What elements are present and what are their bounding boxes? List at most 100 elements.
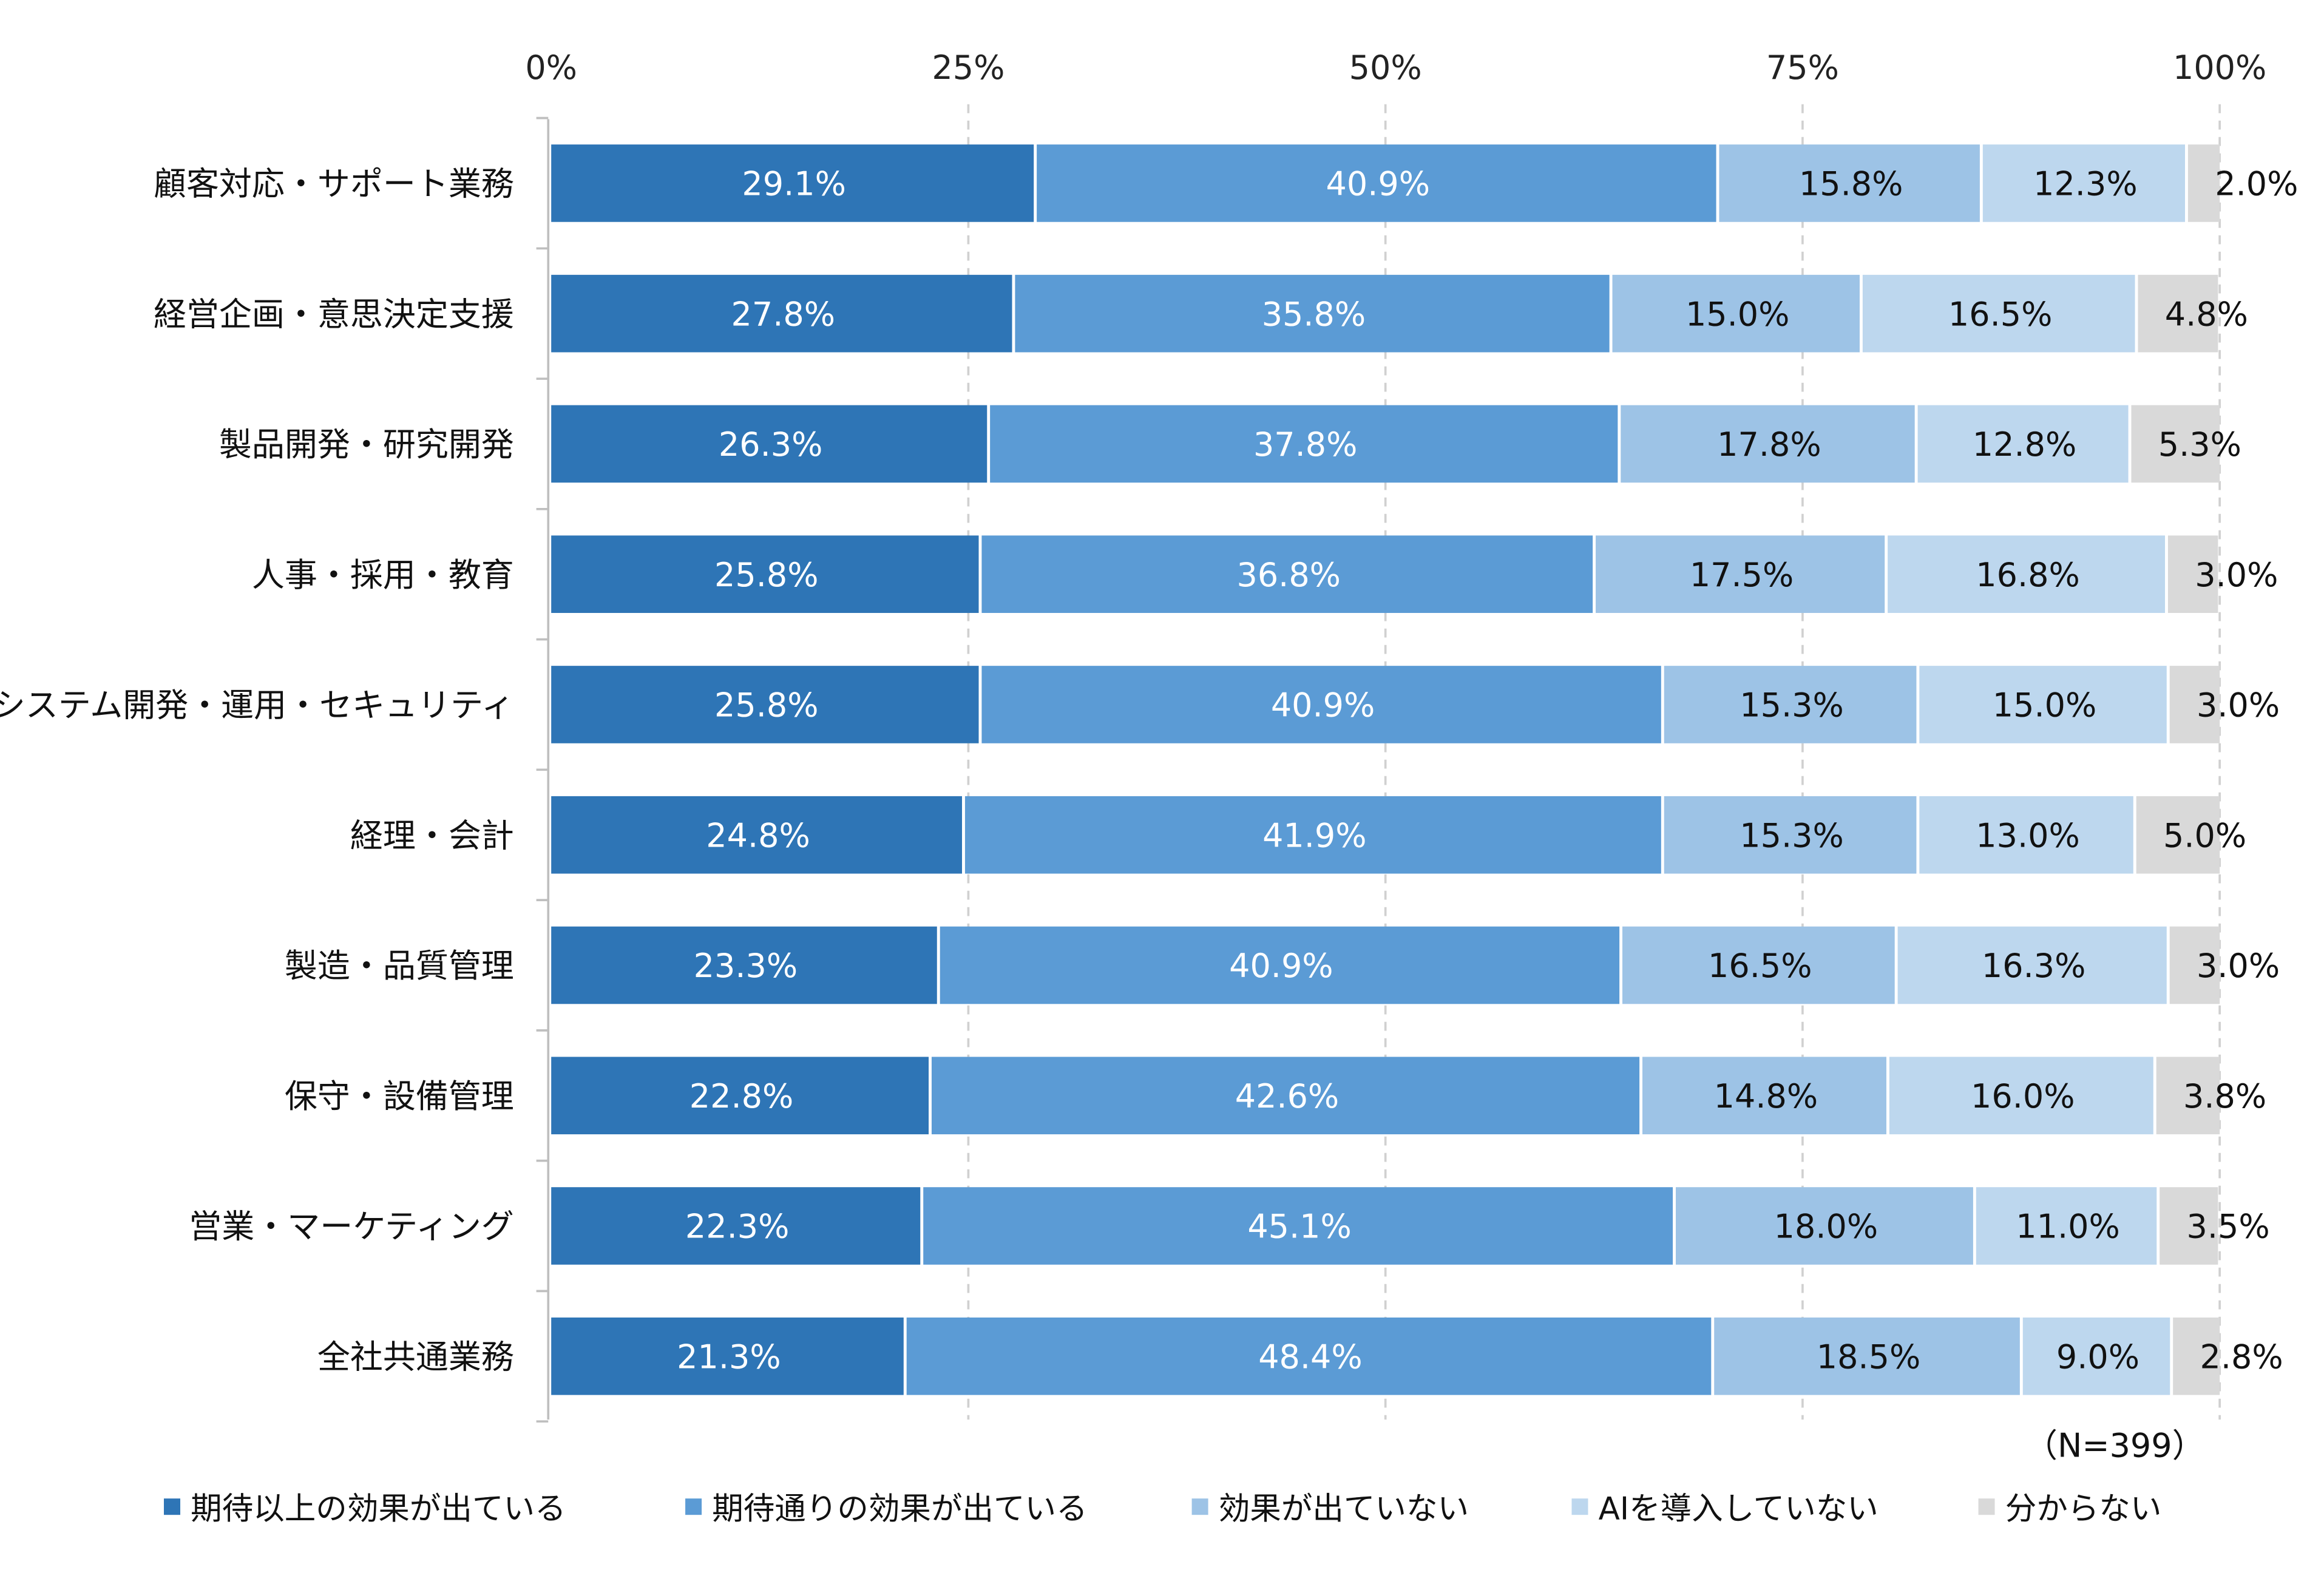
bar-segment (964, 796, 1661, 874)
data-label: 17.5% (1690, 556, 1794, 594)
data-label: 23.3% (694, 947, 798, 985)
data-label: 2.8% (2200, 1338, 2283, 1376)
bar-segment (551, 796, 963, 874)
data-label: 40.9% (1326, 165, 1430, 203)
bar-segment (1037, 144, 1716, 222)
category-label: 人事・採用・教育 (252, 556, 514, 594)
x-tick-label: 25% (932, 49, 1004, 87)
data-label: 3.0% (2195, 556, 2278, 594)
legend-swatch (685, 1498, 702, 1515)
data-label: 16.8% (1976, 556, 2080, 594)
bar-segment (1888, 535, 2166, 614)
bar-segment (940, 926, 1620, 1004)
category-label: 経営企画・意思決定支援 (154, 295, 514, 333)
legend-label: 期待通りの効果が出ている (712, 1491, 1087, 1528)
bar-segment (551, 274, 1012, 353)
data-label: 15.8% (1799, 165, 1903, 203)
data-label: 14.8% (1714, 1077, 1818, 1115)
data-label: 3.8% (2183, 1077, 2266, 1115)
data-label: 22.8% (689, 1077, 794, 1115)
legend-label: 分からない (2005, 1491, 2162, 1528)
data-label: 21.3% (677, 1338, 781, 1376)
data-label: 12.3% (2033, 165, 2138, 203)
legend-swatch (1571, 1498, 1588, 1515)
legend-label: 期待以上の効果が出ている (191, 1491, 566, 1528)
bar-segment (1642, 1057, 1886, 1135)
bar-segment (551, 666, 979, 743)
bar-segment (2169, 666, 2220, 743)
category-label: 経理・会計 (350, 816, 514, 854)
data-label: 5.3% (2158, 425, 2241, 464)
bar-segment (551, 926, 937, 1004)
data-label: 11.0% (2016, 1208, 2119, 1246)
x-axis-ticks: 0% 25% 50% 75% 100% (525, 49, 2266, 87)
sample-size-note: （N=399） (2025, 1426, 2205, 1464)
data-label: 42.6% (1235, 1077, 1339, 1115)
bar-segment (1889, 1057, 2153, 1135)
data-label: 15.0% (1993, 686, 2097, 725)
legend-label: AIを導入していない (1599, 1491, 1879, 1528)
data-label: 12.8% (1973, 425, 2077, 464)
data-label: 45.1% (1247, 1208, 1351, 1246)
data-label: 16.0% (1971, 1077, 2075, 1115)
data-label: 36.8% (1236, 556, 1340, 594)
data-label: 48.4% (1258, 1338, 1363, 1376)
category-label: 全社共通業務 (317, 1338, 514, 1376)
data-label: 15.3% (1740, 686, 1843, 725)
bar-segment (1622, 926, 1895, 1004)
x-tick-label: 75% (1766, 49, 1839, 87)
bar-segment (1612, 274, 1860, 353)
data-label: 18.5% (1817, 1338, 1921, 1376)
data-label: 3.0% (2197, 686, 2280, 725)
legend-swatch (1191, 1498, 1208, 1515)
data-label: 17.8% (1717, 425, 1821, 464)
bar-segment (1664, 796, 1917, 874)
bar-segment (2136, 796, 2220, 874)
data-label: 4.8% (2165, 295, 2248, 333)
data-label: 27.8% (731, 295, 836, 333)
data-label: 35.8% (1262, 295, 1366, 333)
bar-segment (981, 535, 1593, 614)
bar-segment (2131, 405, 2220, 483)
category-label: システム開発・運用・セキュリティ (0, 686, 514, 725)
data-label: 16.3% (1982, 947, 2086, 985)
data-label: 25.8% (714, 686, 818, 725)
bar-segment (981, 666, 1661, 743)
data-label: 9.0% (2056, 1338, 2139, 1376)
data-label: 25.8% (714, 556, 818, 594)
legend-swatch (164, 1498, 181, 1515)
data-label: 22.3% (685, 1208, 790, 1246)
legend: 期待以上の効果が出ている 期待通りの効果が出ている 効果が出ていない AIを導入してい… (164, 1491, 2161, 1528)
data-label: 3.5% (2187, 1208, 2270, 1246)
data-label: 37.8% (1253, 425, 1358, 464)
bar-segment (2138, 274, 2218, 353)
bar-segment (1917, 405, 2129, 483)
bar-segment (551, 1317, 904, 1395)
bar-segment (923, 1187, 1673, 1265)
category-label: 保守・設備管理 (285, 1077, 514, 1115)
category-label: 製品開発・研究開発 (219, 425, 514, 464)
category-label: 顧客対応・サポート業務 (154, 165, 514, 203)
x-tick-label: 50% (1349, 49, 1422, 87)
bar-segment (2187, 144, 2220, 222)
data-label: 16.5% (1708, 947, 1812, 985)
bar-segment (1897, 926, 2167, 1004)
bar-segment (551, 1057, 929, 1135)
bar-segment (1976, 1187, 2157, 1265)
bar-segment (1719, 144, 1980, 222)
bar-segment (1675, 1187, 1973, 1265)
bar-segment (1015, 274, 1610, 353)
bar-segment (551, 144, 1034, 222)
bar-segment (2169, 926, 2220, 1004)
data-label: 41.9% (1262, 816, 1367, 854)
data-label: 13.0% (1976, 816, 2080, 854)
bar-segment (551, 1187, 921, 1265)
data-label: 3.0% (2197, 947, 2280, 985)
legend-label: 効果が出ていない (1219, 1491, 1469, 1528)
bar-segment (1862, 274, 2135, 353)
data-label: 15.0% (1685, 295, 1790, 333)
bar-segment (2022, 1317, 2170, 1395)
data-label: 26.3% (719, 425, 823, 464)
bar-segment (1919, 796, 2133, 874)
